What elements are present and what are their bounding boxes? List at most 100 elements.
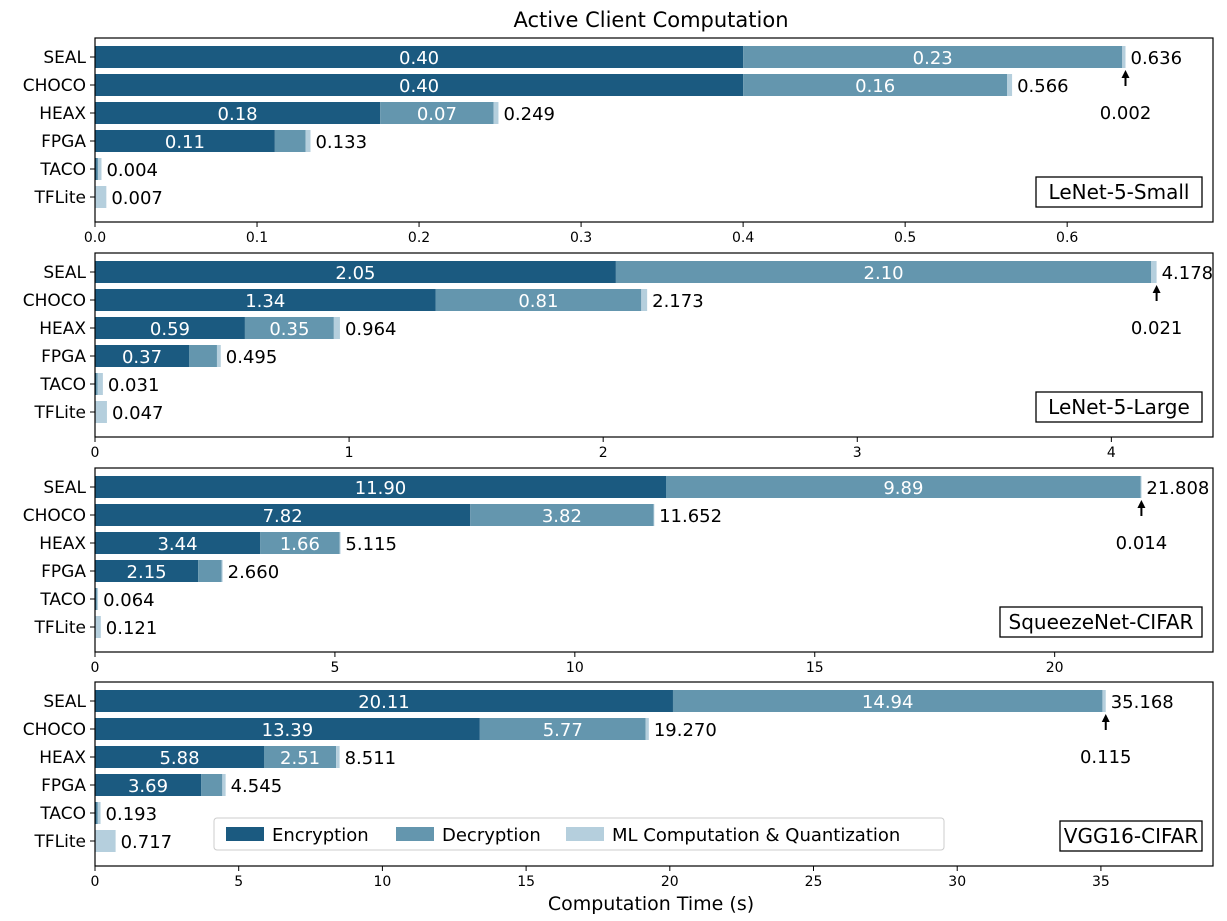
x-tick-label: 20 — [1046, 660, 1064, 676]
data-label-decryption: 3.82 — [542, 506, 582, 527]
bar-segment — [95, 186, 107, 208]
data-label-decryption: 14.94 — [862, 692, 914, 713]
category-label: FPGA — [41, 132, 86, 152]
category-label: CHOCO — [23, 291, 86, 311]
data-label-total: 4.545 — [231, 776, 283, 797]
x-tick-label: 0.2 — [408, 230, 430, 246]
data-label-encryption: 7.82 — [263, 506, 303, 527]
bar-segment — [95, 690, 673, 712]
panel-label-box — [1059, 820, 1203, 852]
data-label-total: 0.636 — [1131, 48, 1183, 69]
category-label: HEAX — [39, 319, 86, 339]
bar-segment — [95, 102, 381, 124]
annotation-label: 0.115 — [1080, 747, 1132, 768]
data-label-total: 35.168 — [1111, 692, 1174, 713]
x-tick-label: 15 — [517, 874, 535, 890]
data-label-encryption: 2.05 — [335, 263, 375, 284]
data-label-encryption: 11.90 — [355, 478, 407, 499]
data-label-encryption: 13.39 — [262, 720, 314, 741]
x-axis-label: Computation Time (s) — [548, 893, 754, 915]
x-tick-label: 0.4 — [732, 230, 754, 246]
data-label-decryption: 9.89 — [883, 478, 923, 499]
bar-segment — [479, 718, 646, 740]
category-label: SEAL — [43, 478, 86, 498]
bar-segment — [95, 401, 107, 423]
data-label-total: 0.566 — [1017, 76, 1069, 97]
x-tick-label: 0.1 — [246, 230, 268, 246]
bar-segment — [95, 130, 275, 152]
x-tick-label: 15 — [806, 660, 824, 676]
bar-segment — [201, 774, 223, 796]
chart-title: Active Client Computation — [513, 8, 788, 32]
x-tick-label: 2 — [599, 445, 608, 461]
bar-segment — [96, 588, 99, 610]
legend-label-ml: ML Computation & Quantization — [612, 825, 900, 846]
bar-segment — [493, 102, 499, 124]
bar-segment — [665, 476, 1141, 498]
bar-segment — [336, 746, 340, 768]
legend-label-decryption: Decryption — [442, 825, 541, 846]
bar-segment — [96, 802, 98, 824]
category-label: FPGA — [41, 562, 86, 582]
annotation-label: 0.021 — [1131, 318, 1183, 339]
x-tick-label: 30 — [948, 874, 966, 890]
bar-segment — [95, 588, 97, 610]
category-label: TACO — [39, 804, 86, 824]
data-label-encryption: 1.34 — [245, 291, 285, 312]
data-label-decryption: 1.66 — [280, 534, 320, 555]
data-label-total: 0.031 — [108, 375, 160, 396]
data-label-decryption: 0.81 — [518, 291, 558, 312]
data-label-decryption: 2.10 — [864, 263, 904, 284]
legend-swatch-encryption — [226, 827, 264, 841]
bar-segment — [95, 616, 101, 638]
category-label: TFLite — [34, 403, 86, 423]
data-label-encryption: 3.44 — [157, 534, 197, 555]
bar-segment — [333, 317, 340, 339]
bar-segment — [672, 690, 1103, 712]
category-label: CHOCO — [23, 76, 86, 96]
annotation-arrow-head — [1137, 500, 1146, 508]
annotation-arrow-head — [1121, 70, 1130, 78]
chart-panel: SEAL 20.11 14.94 35.168 CHOCO 13.39 5.77 19.270… — [23, 681, 1214, 890]
data-label-encryption: 0.40 — [399, 76, 439, 97]
chart-panel: SEAL 0.40 0.23 0.636 CHOCO 0.40 0.16 0.566 HEAX 0… — [23, 37, 1214, 246]
x-tick-label: 0.6 — [1056, 230, 1078, 246]
panel-label-box — [999, 606, 1203, 638]
annotation-arrow-head — [1101, 714, 1110, 722]
data-label-decryption: 0.16 — [855, 76, 895, 97]
bar-segment — [98, 158, 102, 180]
data-label-total: 0.249 — [503, 104, 555, 125]
axes-frame — [94, 252, 1214, 438]
x-tick-label: 3 — [853, 445, 862, 461]
data-label-total: 0.007 — [111, 188, 163, 209]
bar-segment — [95, 158, 97, 180]
x-tick-label: 0 — [91, 445, 100, 461]
category-label: TACO — [39, 590, 86, 610]
category-label: CHOCO — [23, 506, 86, 526]
bar-segment — [95, 718, 480, 740]
data-label-total: 5.115 — [345, 534, 397, 555]
bar-segment — [95, 476, 666, 498]
data-label-total: 11.652 — [659, 506, 722, 527]
bar-segment — [743, 74, 1008, 96]
category-label: FPGA — [41, 776, 86, 796]
bar-segment — [260, 532, 340, 554]
bar-segment — [221, 560, 223, 582]
bar-segment — [97, 802, 101, 824]
data-label-encryption: 0.11 — [165, 132, 205, 153]
bar-segment — [96, 158, 99, 180]
x-tick-label: 4 — [1107, 445, 1116, 461]
bar-segment — [380, 102, 494, 124]
bar-segment — [1140, 476, 1142, 498]
category-label: CHOCO — [23, 720, 86, 740]
data-label-total: 0.121 — [106, 618, 158, 639]
bar-segment — [95, 289, 436, 311]
bar-segment — [274, 130, 306, 152]
category-label: HEAX — [39, 748, 86, 768]
bar-segment — [95, 746, 264, 768]
bar-segment — [95, 504, 471, 526]
panel-label-box — [1035, 176, 1203, 208]
data-label-encryption: 2.15 — [127, 562, 167, 583]
data-label-encryption: 0.40 — [399, 48, 439, 69]
